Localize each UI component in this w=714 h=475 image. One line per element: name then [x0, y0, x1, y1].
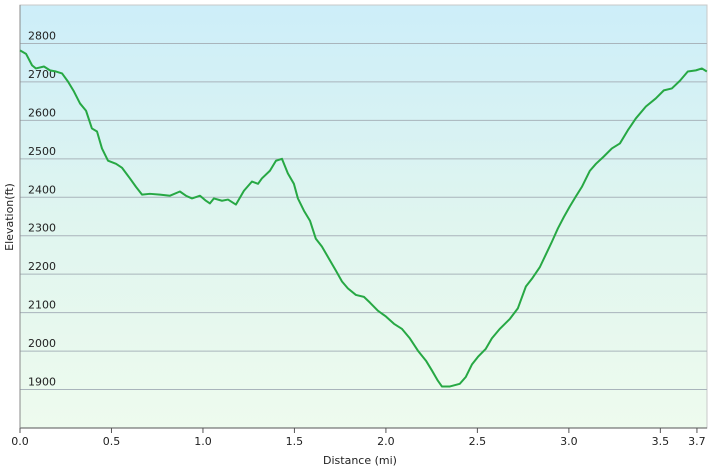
- x-tick-label: 1.5: [286, 435, 304, 448]
- plot-area: [19, 4, 708, 429]
- y-tick-label: 2100: [28, 299, 56, 312]
- y-tick-label: 1900: [28, 376, 56, 389]
- y-tick-label: 2600: [28, 106, 56, 119]
- y-tick-label: 2500: [28, 145, 56, 158]
- x-tick-label: 1.0: [194, 435, 212, 448]
- y-axis-label: Elevation(ft): [3, 183, 16, 251]
- elevation-line: [19, 49, 708, 388]
- x-tick-label: 2.5: [469, 435, 487, 448]
- y-tick-label: 2800: [28, 29, 56, 42]
- x-axis-label: Distance (mi): [323, 454, 397, 467]
- y-tick-label: 2300: [28, 222, 56, 235]
- y-tick-label: 2200: [28, 260, 56, 273]
- y-tick-label: 2400: [28, 183, 56, 196]
- x-tick-label: 3.5: [652, 435, 670, 448]
- x-tick-label: 0.0: [11, 435, 29, 448]
- x-tick-label: 2.0: [377, 435, 395, 448]
- x-tick-label: 3.0: [560, 435, 578, 448]
- y-tick-label: 2000: [28, 337, 56, 350]
- x-tick-label: 3.7: [688, 435, 706, 448]
- y-tick-label: 2700: [28, 68, 56, 81]
- x-tick-label: 0.5: [103, 435, 121, 448]
